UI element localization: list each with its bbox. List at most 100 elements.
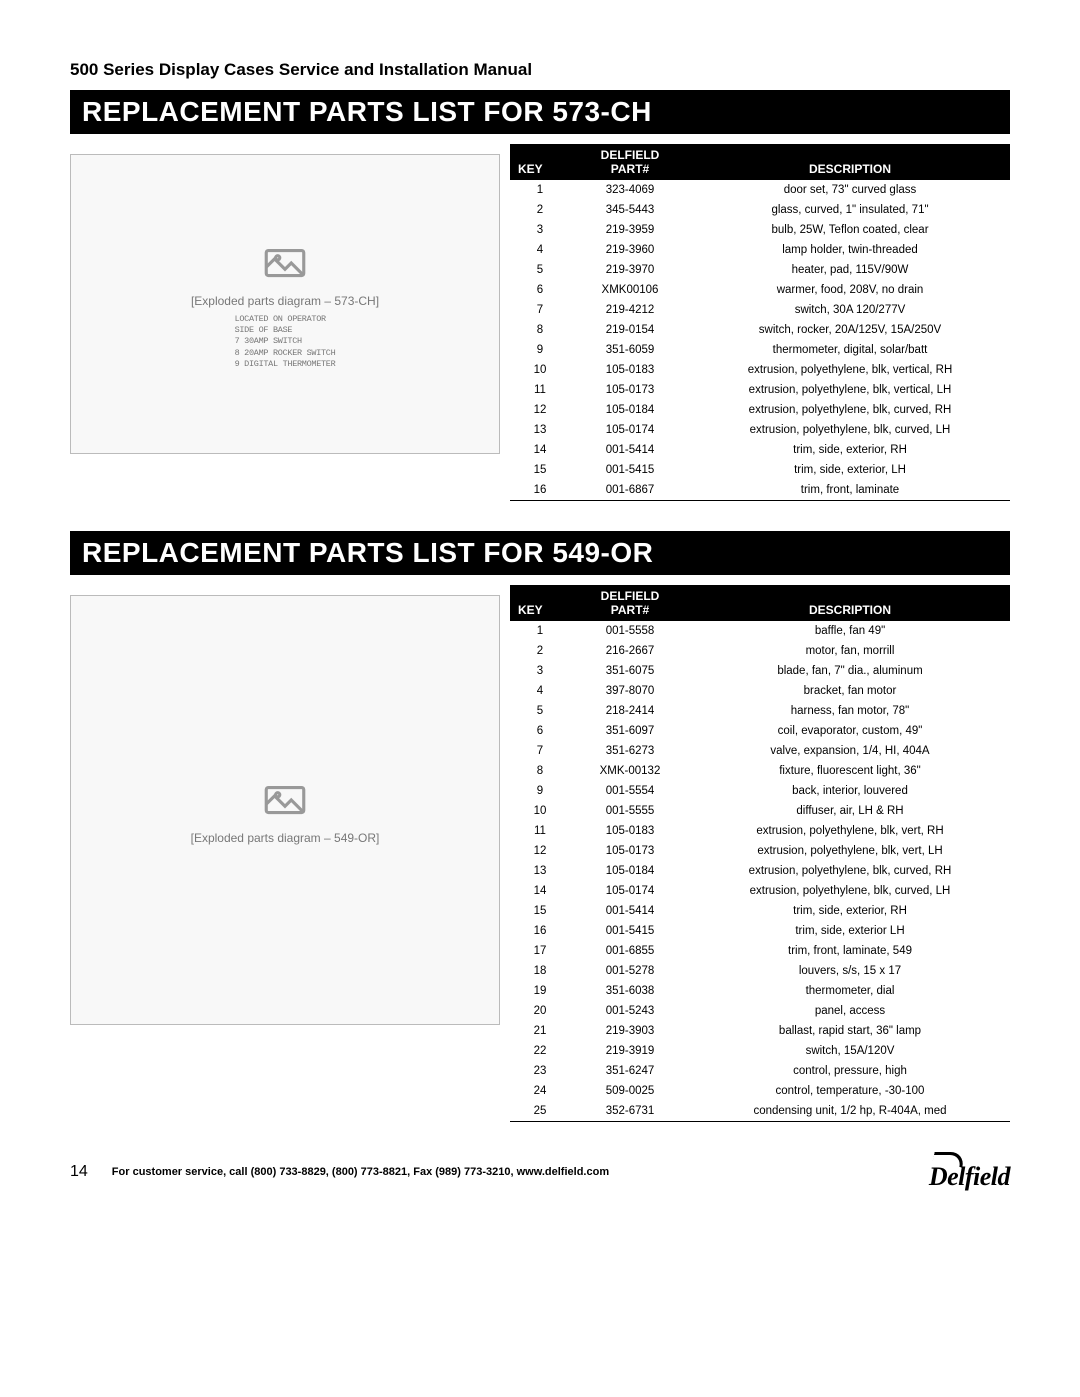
cell-desc: switch, rocker, 20A/125V, 15A/250V bbox=[690, 320, 1010, 340]
cell-part: 218-2414 bbox=[570, 701, 690, 721]
cell-part: 105-0183 bbox=[570, 821, 690, 841]
cell-part: 105-0183 bbox=[570, 360, 690, 380]
table-row: 18001-5278louvers, s/s, 15 x 17 bbox=[510, 961, 1010, 981]
cell-key: 3 bbox=[510, 661, 570, 681]
cell-part: 219-3919 bbox=[570, 1041, 690, 1061]
cell-key: 25 bbox=[510, 1101, 570, 1122]
cell-key: 3 bbox=[510, 220, 570, 240]
cell-key: 6 bbox=[510, 721, 570, 741]
cell-part: 001-5555 bbox=[570, 801, 690, 821]
table-row: 8XMK-00132fixture, fluorescent light, 36… bbox=[510, 761, 1010, 781]
cell-key: 10 bbox=[510, 801, 570, 821]
cell-desc: baffle, fan 49" bbox=[690, 621, 1010, 641]
cell-desc: trim, side, exterior, RH bbox=[690, 440, 1010, 460]
th-brand: DELFIELD bbox=[570, 585, 690, 603]
cell-key: 2 bbox=[510, 200, 570, 220]
th-empty bbox=[510, 585, 570, 603]
cell-part: 001-6855 bbox=[570, 941, 690, 961]
cell-part: 105-0174 bbox=[570, 881, 690, 901]
table-row: 6351-6097coil, evaporator, custom, 49" bbox=[510, 721, 1010, 741]
cell-desc: switch, 30A 120/277V bbox=[690, 300, 1010, 320]
page-number: 14 bbox=[70, 1163, 88, 1181]
cell-desc: control, pressure, high bbox=[690, 1061, 1010, 1081]
cell-part: 397-8070 bbox=[570, 681, 690, 701]
table-row: 9351-6059thermometer, digital, solar/bat… bbox=[510, 340, 1010, 360]
cell-desc: harness, fan motor, 78" bbox=[690, 701, 1010, 721]
cell-key: 1 bbox=[510, 180, 570, 200]
table-row: 19351-6038thermometer, dial bbox=[510, 981, 1010, 1001]
cell-key: 5 bbox=[510, 260, 570, 280]
cell-part: 219-3970 bbox=[570, 260, 690, 280]
cell-desc: louvers, s/s, 15 x 17 bbox=[690, 961, 1010, 981]
cell-key: 15 bbox=[510, 460, 570, 480]
cell-desc: extrusion, polyethylene, blk, curved, RH bbox=[690, 400, 1010, 420]
cell-key: 12 bbox=[510, 400, 570, 420]
cell-part: 351-6273 bbox=[570, 741, 690, 761]
cell-desc: blade, fan, 7" dia., aluminum bbox=[690, 661, 1010, 681]
table-row: 2216-2667motor, fan, morrill bbox=[510, 641, 1010, 661]
table-row: 10105-0183extrusion, polyethylene, blk, … bbox=[510, 360, 1010, 380]
diagram-area: [Exploded parts diagram – 549-OR] bbox=[70, 585, 510, 1122]
th-key: KEY bbox=[510, 162, 570, 180]
cell-desc: trim, side, exterior, LH bbox=[690, 460, 1010, 480]
table-row: 15001-5414trim, side, exterior, RH bbox=[510, 901, 1010, 921]
parts-table-area: DELFIELDKEYPART#DESCRIPTION1001-5558baff… bbox=[510, 585, 1010, 1122]
th-empty bbox=[690, 585, 1010, 603]
diagram-area: [Exploded parts diagram – 573-CH]LOCATED… bbox=[70, 144, 510, 501]
cell-part: 219-3959 bbox=[570, 220, 690, 240]
diagram-caption: [Exploded parts diagram – 549-OR] bbox=[191, 831, 380, 845]
section-banner: REPLACEMENT PARTS LIST FOR 549-OR bbox=[70, 531, 1010, 575]
cell-desc: extrusion, polyethylene, blk, curved, RH bbox=[690, 861, 1010, 881]
cell-key: 5 bbox=[510, 701, 570, 721]
cell-desc: panel, access bbox=[690, 1001, 1010, 1021]
cell-part: 001-5243 bbox=[570, 1001, 690, 1021]
table-row: 13105-0184extrusion, polyethylene, blk, … bbox=[510, 861, 1010, 881]
parts-section: REPLACEMENT PARTS LIST FOR 573-CH[Explod… bbox=[70, 90, 1010, 501]
th-empty bbox=[690, 144, 1010, 162]
parts-table: DELFIELDKEYPART#DESCRIPTION1323-4069door… bbox=[510, 144, 1010, 501]
table-row: 5219-3970heater, pad, 115V/90W bbox=[510, 260, 1010, 280]
cell-key: 11 bbox=[510, 821, 570, 841]
table-row: 9001-5554back, interior, louvered bbox=[510, 781, 1010, 801]
cell-desc: thermometer, digital, solar/batt bbox=[690, 340, 1010, 360]
cell-key: 18 bbox=[510, 961, 570, 981]
cell-desc: glass, curved, 1" insulated, 71" bbox=[690, 200, 1010, 220]
cell-part: 105-0184 bbox=[570, 861, 690, 881]
cell-key: 11 bbox=[510, 380, 570, 400]
table-row: 14001-5414trim, side, exterior, RH bbox=[510, 440, 1010, 460]
parts-section: REPLACEMENT PARTS LIST FOR 549-OR [Explod… bbox=[70, 531, 1010, 1122]
table-row: 7219-4212switch, 30A 120/277V bbox=[510, 300, 1010, 320]
cell-part: 105-0174 bbox=[570, 420, 690, 440]
cell-part: XMK00106 bbox=[570, 280, 690, 300]
cell-key: 2 bbox=[510, 641, 570, 661]
cell-desc: door set, 73" curved glass bbox=[690, 180, 1010, 200]
cell-key: 19 bbox=[510, 981, 570, 1001]
cell-part: 219-3903 bbox=[570, 1021, 690, 1041]
cell-part: 001-5278 bbox=[570, 961, 690, 981]
table-row: 3219-3959bulb, 25W, Teflon coated, clear bbox=[510, 220, 1010, 240]
table-row: 1001-5558baffle, fan 49" bbox=[510, 621, 1010, 641]
table-row: 14105-0174extrusion, polyethylene, blk, … bbox=[510, 881, 1010, 901]
cell-key: 1 bbox=[510, 621, 570, 641]
cell-desc: trim, side, exterior LH bbox=[690, 921, 1010, 941]
table-row: 10001-5555diffuser, air, LH & RH bbox=[510, 801, 1010, 821]
cell-part: 351-6247 bbox=[570, 1061, 690, 1081]
footer-service-text: For customer service, call (800) 733-882… bbox=[112, 1166, 609, 1178]
cell-desc: bracket, fan motor bbox=[690, 681, 1010, 701]
cell-key: 8 bbox=[510, 761, 570, 781]
cell-key: 13 bbox=[510, 420, 570, 440]
cell-part: 345-5443 bbox=[570, 200, 690, 220]
table-row: 13105-0174extrusion, polyethylene, blk, … bbox=[510, 420, 1010, 440]
cell-desc: extrusion, polyethylene, blk, curved, LH bbox=[690, 881, 1010, 901]
cell-key: 9 bbox=[510, 781, 570, 801]
th-part: PART# bbox=[570, 162, 690, 180]
cell-desc: bulb, 25W, Teflon coated, clear bbox=[690, 220, 1010, 240]
cell-part: 001-5414 bbox=[570, 440, 690, 460]
table-row: 17001-6855trim, front, laminate, 549 bbox=[510, 941, 1010, 961]
exploded-diagram: [Exploded parts diagram – 573-CH]LOCATED… bbox=[70, 154, 500, 454]
manual-title: 500 Series Display Cases Service and Ins… bbox=[70, 60, 1010, 80]
cell-part: 001-6867 bbox=[570, 480, 690, 501]
cell-part: 216-2667 bbox=[570, 641, 690, 661]
th-brand: DELFIELD bbox=[570, 144, 690, 162]
cell-key: 13 bbox=[510, 861, 570, 881]
